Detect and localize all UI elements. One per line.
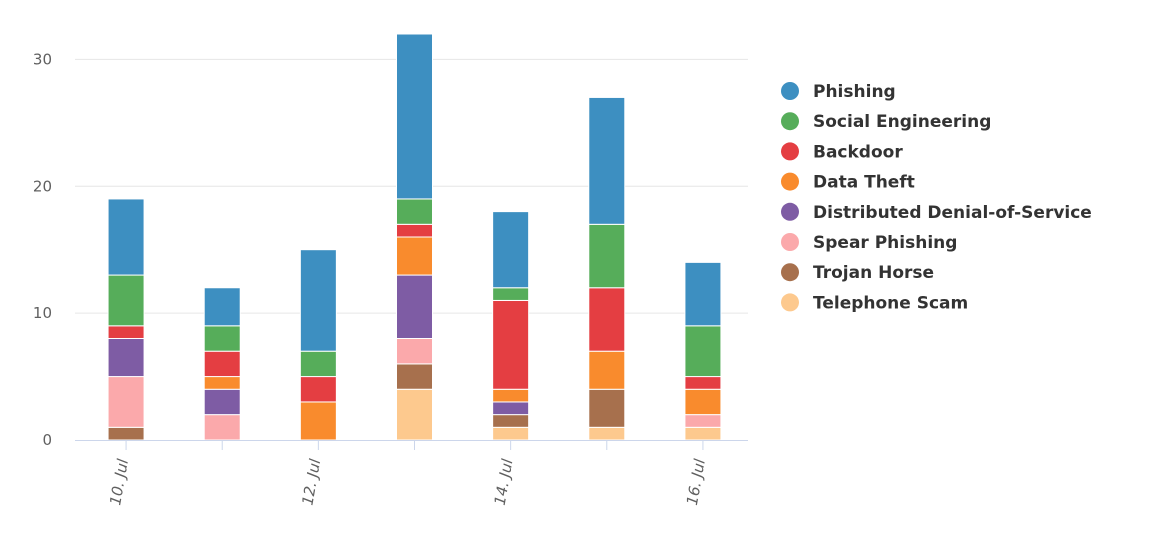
x-tick-label: 10. Jul — [106, 457, 132, 507]
legend-marker — [781, 82, 799, 100]
bar-segment[interactable] — [299, 401, 337, 441]
bar-segment[interactable] — [299, 376, 337, 403]
legend-marker — [781, 293, 799, 312]
x-tick-label: 12. Jul — [298, 457, 324, 507]
bar-segment[interactable] — [396, 338, 433, 365]
y-axis-ticks: 0 10 20 30 — [33, 50, 52, 449]
legend-label: Data Theft — [813, 173, 915, 193]
legend-item[interactable]: Spear Phishing — [781, 233, 957, 253]
bar-segment[interactable] — [588, 426, 626, 441]
bar-segment[interactable] — [203, 325, 241, 352]
bar-segment[interactable] — [396, 363, 433, 390]
bar-segment[interactable] — [492, 211, 530, 289]
legend-item[interactable]: Social Engineering — [781, 112, 991, 132]
legend-marker — [781, 233, 799, 251]
bar-segment[interactable] — [492, 299, 530, 390]
y-tick-label: 0 — [42, 431, 52, 449]
bar-segment[interactable] — [492, 287, 530, 301]
legend-item[interactable]: Data Theft — [781, 172, 915, 193]
legend-marker — [781, 172, 799, 191]
bar-segment[interactable] — [396, 223, 433, 238]
bar-segment[interactable] — [299, 350, 337, 378]
legend-label: Phishing — [813, 82, 896, 102]
legend-marker — [781, 263, 799, 282]
bar-segment[interactable] — [684, 414, 722, 428]
bar-segment[interactable] — [588, 350, 626, 390]
legend-label: Distributed Denial-of-Service — [813, 203, 1092, 223]
bar-segment[interactable] — [107, 198, 145, 276]
x-tick-label: 16. Jul — [683, 457, 709, 507]
y-tick-label: 10 — [33, 304, 52, 322]
bar-segment[interactable] — [684, 388, 722, 416]
legend-marker — [781, 202, 799, 221]
bar-segment[interactable] — [588, 223, 626, 289]
legend-label: Backdoor — [813, 142, 903, 162]
bar-segment[interactable] — [396, 388, 433, 441]
bar-segment[interactable] — [203, 350, 241, 378]
bar-segment[interactable] — [107, 426, 145, 441]
y-tick-label: 20 — [33, 177, 52, 195]
bar-segment[interactable] — [396, 274, 433, 339]
bar-segment[interactable] — [492, 388, 530, 403]
bars — [107, 33, 722, 441]
bar-segment[interactable] — [396, 198, 433, 225]
legend-item[interactable]: Distributed Denial-of-Service — [781, 202, 1092, 223]
bar-segment[interactable] — [588, 287, 626, 352]
bar-segment[interactable] — [203, 376, 241, 390]
legend-item[interactable]: Backdoor — [781, 142, 903, 162]
bar-segment[interactable] — [492, 414, 530, 428]
bar-segment[interactable] — [684, 261, 722, 327]
bar-segment[interactable] — [396, 236, 433, 276]
y-tick-label: 30 — [33, 50, 52, 68]
legend-item[interactable]: Telephone Scam — [781, 293, 968, 313]
bar-segment[interactable] — [684, 325, 722, 378]
bar-segment[interactable] — [492, 426, 530, 441]
bar-segment[interactable] — [107, 274, 145, 327]
bar-segment[interactable] — [203, 414, 241, 441]
bar-segment[interactable] — [107, 338, 145, 378]
bar-segment[interactable] — [684, 426, 722, 441]
legend-label: Spear Phishing — [813, 233, 957, 253]
bar-segment[interactable] — [299, 249, 337, 352]
bar-segment[interactable] — [107, 325, 145, 339]
x-tick-label: 14. Jul — [491, 457, 517, 507]
legend-item[interactable]: Phishing — [781, 82, 896, 102]
legend-marker — [781, 112, 799, 131]
bar-segment[interactable] — [396, 33, 433, 200]
legend: Phishing Social Engineering Backdoor Data T… — [781, 82, 1092, 313]
legend-label: Trojan Horse — [813, 263, 934, 283]
bar-segment[interactable] — [588, 96, 626, 225]
legend-label: Social Engineering — [813, 112, 991, 132]
bar-segment[interactable] — [588, 388, 626, 428]
bar-segment[interactable] — [492, 401, 530, 416]
legend-item[interactable]: Trojan Horse — [781, 263, 934, 283]
bar-segment[interactable] — [203, 287, 241, 327]
bar-segment[interactable] — [107, 376, 145, 428]
bar-segment[interactable] — [684, 376, 722, 390]
legend-marker — [781, 142, 799, 161]
legend-label: Telephone Scam — [813, 293, 968, 313]
bar-segment[interactable] — [203, 388, 241, 416]
x-axis: 10. Jul 12. Jul 14. Jul 16. Jul — [75, 440, 748, 507]
